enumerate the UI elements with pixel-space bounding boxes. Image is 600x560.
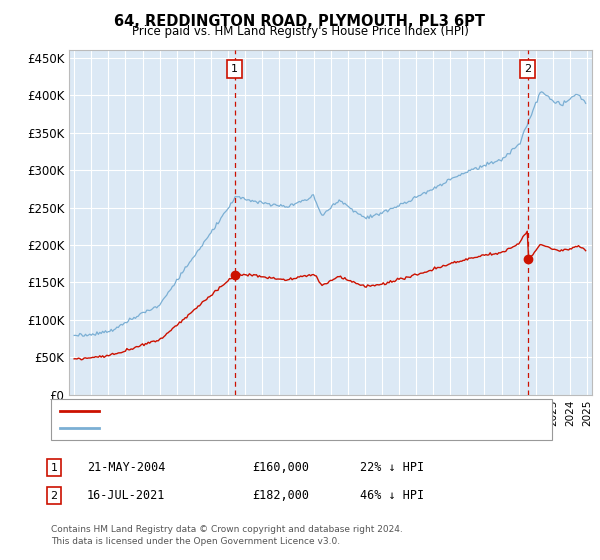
Text: 21-MAY-2004: 21-MAY-2004 [87, 461, 166, 474]
Text: 2: 2 [524, 64, 532, 74]
Text: 16-JUL-2021: 16-JUL-2021 [87, 489, 166, 502]
Text: 64, REDDINGTON ROAD, PLYMOUTH, PL3 6PT: 64, REDDINGTON ROAD, PLYMOUTH, PL3 6PT [115, 14, 485, 29]
Text: 46% ↓ HPI: 46% ↓ HPI [360, 489, 424, 502]
Text: 1: 1 [50, 463, 58, 473]
Text: 1: 1 [231, 64, 238, 74]
Text: £182,000: £182,000 [252, 489, 309, 502]
Text: 2: 2 [50, 491, 58, 501]
Text: 22% ↓ HPI: 22% ↓ HPI [360, 461, 424, 474]
Text: 64, REDDINGTON ROAD, PLYMOUTH, PL3 6PT (detached house): 64, REDDINGTON ROAD, PLYMOUTH, PL3 6PT (… [105, 405, 451, 416]
Text: Contains HM Land Registry data © Crown copyright and database right 2024.
This d: Contains HM Land Registry data © Crown c… [51, 525, 403, 546]
Text: Price paid vs. HM Land Registry's House Price Index (HPI): Price paid vs. HM Land Registry's House … [131, 25, 469, 38]
Text: £160,000: £160,000 [252, 461, 309, 474]
Text: HPI: Average price, detached house, City of Plymouth: HPI: Average price, detached house, City… [105, 423, 398, 433]
